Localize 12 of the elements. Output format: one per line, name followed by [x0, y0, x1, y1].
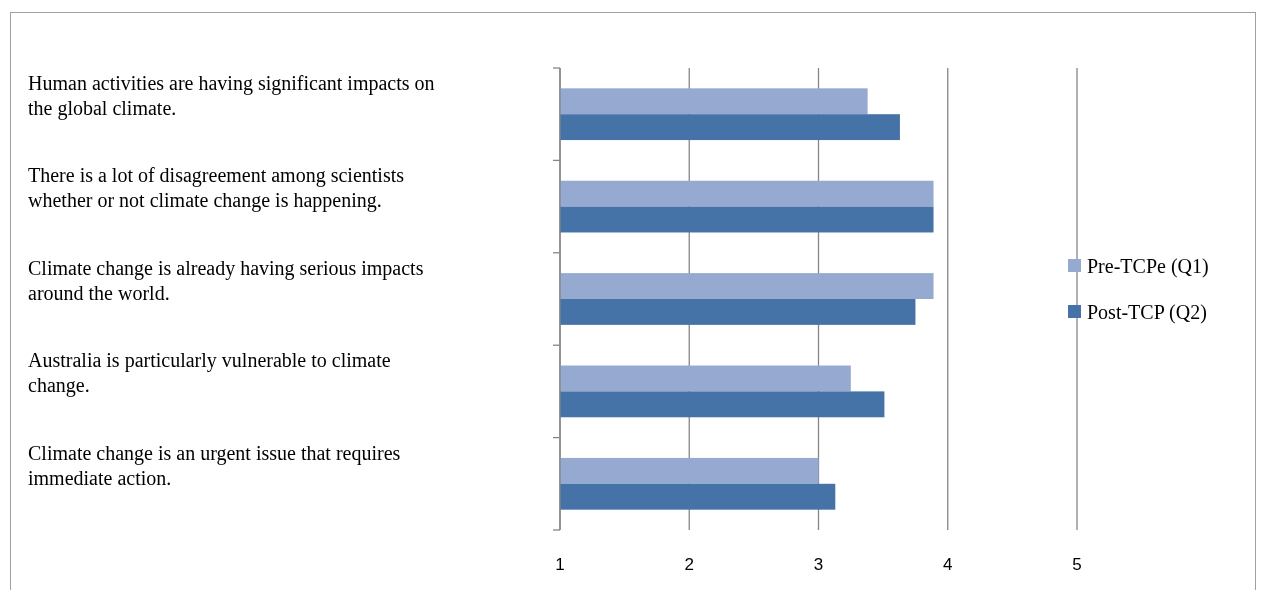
x-tick-label: 3 [813, 555, 824, 574]
x-tick-label: 1 [555, 555, 565, 574]
y-tick-label: Human activities are having significant impacts on the global climate. [28, 72, 435, 120]
x-tick-label: 4 [943, 555, 953, 574]
x-tick-label: 5 [1072, 555, 1082, 574]
y-tick-label: Climate change is an urgent issue that requires immediate action. [28, 441, 401, 489]
y-tick-label: Australia is particularly vulnerable to climate change. [28, 349, 391, 398]
y-tick-label: Climate change is already having serious impacts around the world. [28, 256, 424, 304]
y-tick-label: There is a lot of disagreement among scientists whether or not climate change is happening. [28, 164, 405, 213]
legend-label: Pre-TCPe (Q1) [1087, 255, 1209, 278]
legend-label: Post-TCP (Q2) [1087, 301, 1207, 324]
x-tick-label: 2 [684, 555, 694, 574]
